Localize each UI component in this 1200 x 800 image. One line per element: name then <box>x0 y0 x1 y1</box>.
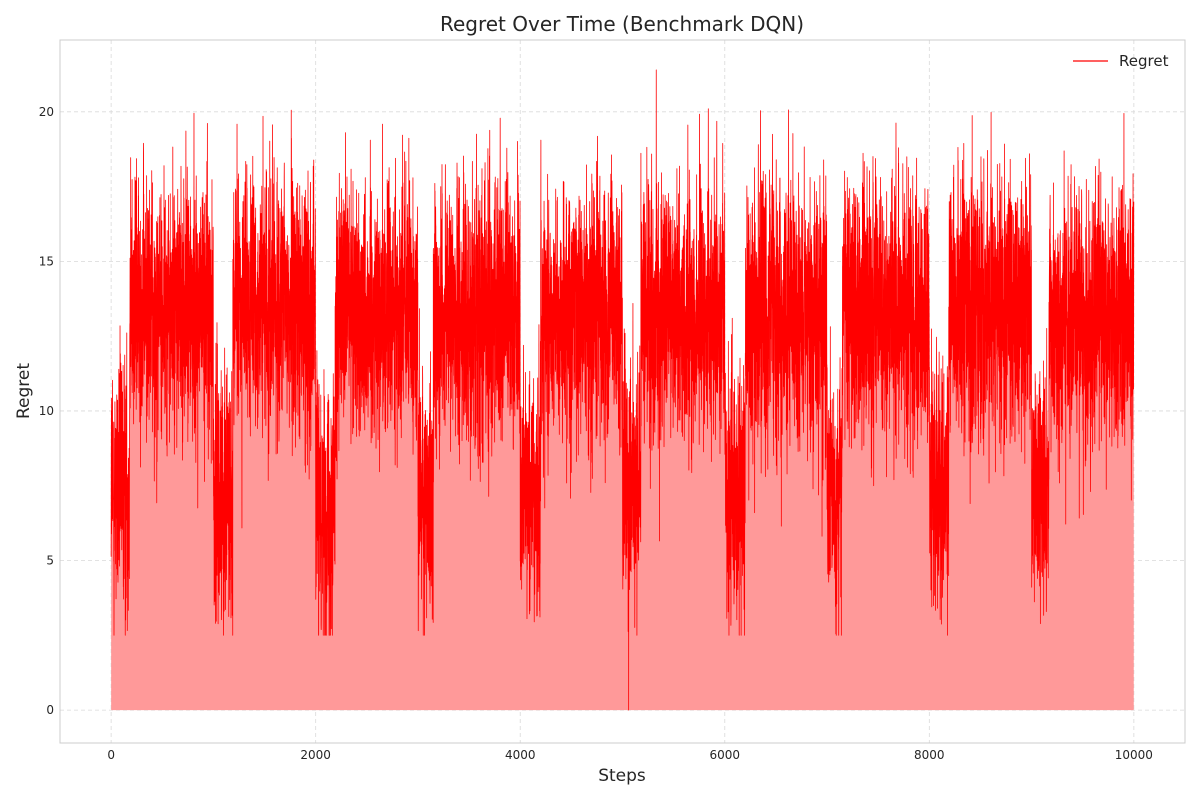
x-axis-label: Steps <box>598 766 646 786</box>
tick-labels: 0 2000 4000 6000 8000 10000 0 5 10 15 20 <box>39 105 1153 762</box>
chart-title: Regret Over Time (Benchmark DQN) <box>440 12 804 36</box>
y-axis-label: Regret <box>14 363 34 419</box>
x-tick-label: 8000 <box>914 748 945 762</box>
legend-label-regret: Regret <box>1119 52 1169 70</box>
y-tick-label: 20 <box>39 105 54 119</box>
regret-series-line <box>110 69 1135 711</box>
x-tick-label: 10000 <box>1115 748 1153 762</box>
x-tick-label: 6000 <box>709 748 740 762</box>
data-layer <box>110 69 1135 711</box>
plot-frame <box>59 39 1186 744</box>
x-tick-label: 0 <box>107 748 115 762</box>
legend: Regret <box>1073 52 1169 70</box>
x-tick-label: 4000 <box>505 748 536 762</box>
y-tick-label: 10 <box>39 404 54 418</box>
x-tick-label: 2000 <box>300 748 331 762</box>
y-tick-label: 15 <box>39 254 54 268</box>
y-tick-label: 5 <box>46 554 54 568</box>
y-tick-label: 0 <box>46 703 54 717</box>
